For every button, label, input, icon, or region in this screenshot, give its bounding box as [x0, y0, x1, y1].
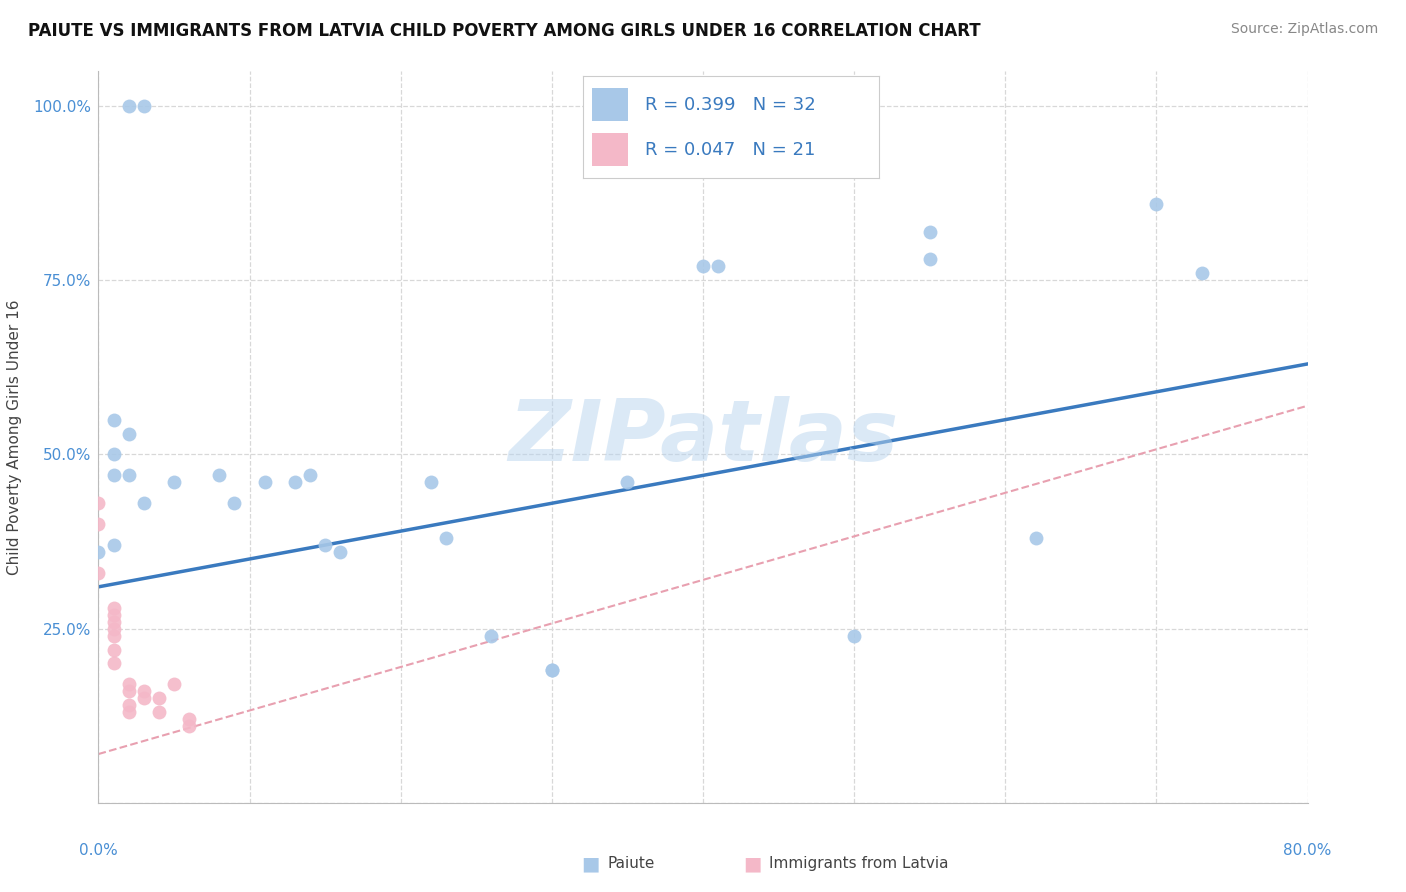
- Point: [208, 468, 231, 483]
- Point: [148, 705, 170, 719]
- Point: [434, 531, 457, 545]
- Text: ■: ■: [742, 854, 762, 873]
- Point: [616, 475, 638, 490]
- Point: [103, 657, 125, 671]
- Point: [253, 475, 276, 490]
- Point: [419, 475, 441, 490]
- Point: [481, 629, 503, 643]
- Point: [132, 496, 155, 510]
- Point: [314, 538, 336, 552]
- Point: [118, 99, 141, 113]
- Text: R = 0.399   N = 32: R = 0.399 N = 32: [645, 95, 817, 113]
- Point: [540, 664, 562, 678]
- Point: [148, 691, 170, 706]
- Text: Source: ZipAtlas.com: Source: ZipAtlas.com: [1230, 22, 1378, 37]
- Point: [103, 642, 125, 657]
- Point: [132, 99, 155, 113]
- Point: [692, 260, 714, 274]
- Point: [87, 545, 110, 559]
- Point: [87, 517, 110, 532]
- Text: ■: ■: [581, 854, 600, 873]
- Point: [284, 475, 307, 490]
- Point: [177, 712, 201, 726]
- Point: [103, 615, 125, 629]
- Text: 80.0%: 80.0%: [1284, 843, 1331, 858]
- Point: [1144, 196, 1167, 211]
- FancyBboxPatch shape: [592, 133, 627, 166]
- Text: Paiute: Paiute: [607, 856, 655, 871]
- Point: [103, 607, 125, 622]
- Point: [132, 691, 155, 706]
- Text: Immigrants from Latvia: Immigrants from Latvia: [769, 856, 949, 871]
- Text: R = 0.047   N = 21: R = 0.047 N = 21: [645, 141, 815, 159]
- Point: [87, 496, 110, 510]
- Point: [918, 225, 941, 239]
- Point: [163, 677, 186, 691]
- Point: [118, 705, 141, 719]
- Point: [118, 677, 141, 691]
- FancyBboxPatch shape: [592, 88, 627, 121]
- Point: [163, 475, 186, 490]
- Point: [118, 698, 141, 713]
- Point: [118, 468, 141, 483]
- Point: [87, 566, 110, 580]
- Point: [707, 260, 730, 274]
- Point: [103, 448, 125, 462]
- Point: [103, 412, 125, 426]
- Point: [1191, 266, 1213, 280]
- Point: [103, 538, 125, 552]
- Point: [224, 496, 246, 510]
- Point: [177, 719, 201, 733]
- Y-axis label: Child Poverty Among Girls Under 16: Child Poverty Among Girls Under 16: [7, 300, 22, 574]
- Point: [103, 622, 125, 636]
- Point: [118, 426, 141, 441]
- Text: 0.0%: 0.0%: [79, 843, 118, 858]
- Point: [103, 468, 125, 483]
- Point: [103, 629, 125, 643]
- Point: [918, 252, 941, 267]
- Text: PAIUTE VS IMMIGRANTS FROM LATVIA CHILD POVERTY AMONG GIRLS UNDER 16 CORRELATION : PAIUTE VS IMMIGRANTS FROM LATVIA CHILD P…: [28, 22, 981, 40]
- Point: [1024, 531, 1046, 545]
- Point: [132, 684, 155, 698]
- Point: [329, 545, 352, 559]
- Text: ZIPatlas: ZIPatlas: [508, 395, 898, 479]
- Point: [118, 684, 141, 698]
- Point: [844, 629, 866, 643]
- Point: [540, 664, 562, 678]
- Point: [103, 600, 125, 615]
- Point: [299, 468, 322, 483]
